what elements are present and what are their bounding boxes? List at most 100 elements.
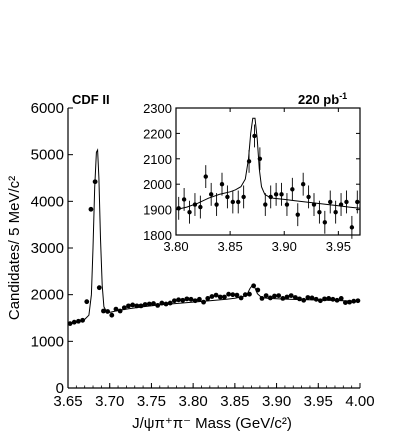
inset-data-point [355, 199, 360, 205]
inset-x-tick-label: 3.95 [326, 239, 351, 254]
inset-data-point [187, 209, 192, 215]
inset-x-tick-label: 3.85 [217, 239, 242, 254]
main-y-tick-label: 0 [56, 380, 64, 397]
main-data-point [338, 296, 344, 301]
main-data-point [309, 295, 315, 301]
inset-data-point [317, 209, 322, 215]
main-data-point [230, 292, 236, 298]
main-data-point [209, 294, 215, 299]
main-data-point [217, 294, 223, 300]
inset-data-point [284, 202, 290, 207]
main-data-point [267, 295, 273, 301]
main-x-tick-label: 3.90 [262, 393, 291, 410]
inset-data-point [230, 199, 236, 205]
main-x-tick-label: 4.00 [345, 393, 374, 410]
inset-y-ticks: 1800 1900 2000 2100 2200 2300 [143, 101, 360, 243]
main-x-tick-label: 3.85 [220, 393, 249, 410]
main-data-point [330, 296, 336, 302]
main-data-point [130, 302, 136, 308]
inset-data-point [322, 220, 328, 225]
header-right-label: 220 pb-1 [298, 91, 347, 107]
main-data-point [272, 293, 277, 299]
inset-data-point [306, 194, 311, 200]
inset-data-point [203, 174, 208, 179]
main-data-point [284, 294, 290, 300]
inset-y-tick-label: 2100 [143, 152, 172, 167]
main-data-point [213, 292, 219, 298]
main-data-point [171, 298, 177, 304]
main-data-point [205, 296, 211, 301]
main-y-tick-label: 4000 [31, 193, 64, 210]
main-y-tick-label: 2000 [31, 287, 64, 304]
inset-data-point [208, 192, 214, 197]
inset-data-point [225, 194, 230, 200]
main-data-point [88, 206, 94, 212]
main-data-point [126, 303, 131, 309]
main-data-point [276, 293, 282, 298]
inset-data-point [333, 209, 338, 215]
header-right-text: 220 pb [298, 92, 339, 107]
main-data-point [167, 300, 173, 306]
main-data-point [263, 293, 269, 298]
main-y-tick-label: 5000 [31, 147, 64, 164]
main-data-point [222, 294, 227, 300]
inset-data-point [344, 199, 349, 205]
main-data-point [226, 291, 232, 297]
main-data-point [305, 295, 311, 300]
main-data-point [292, 295, 298, 300]
inset-data-point [198, 204, 203, 210]
inset-y-tick-label: 2300 [143, 101, 172, 116]
main-data-point [343, 300, 348, 305]
inset-frame [175, 107, 361, 236]
main-x-tick-label: 3.65 [53, 393, 82, 410]
main-data-point [146, 301, 152, 307]
main-data-point [109, 312, 115, 318]
main-fit-curve [67, 148, 361, 325]
inset-fit-curve [175, 117, 361, 211]
main-x-tick-label: 3.75 [137, 393, 166, 410]
main-x-ticks: 3.65 3.70 3.75 3.80 3.85 3.90 3.95 4.00 [53, 383, 375, 410]
inset-y-tick-label: 1800 [143, 228, 172, 243]
main-data-point [184, 296, 190, 302]
inset-data-point [219, 182, 225, 187]
main-series [67, 148, 361, 326]
main-data-point [197, 296, 202, 302]
y-axis-title: Candidates/ 5 MeV/c² [6, 176, 23, 320]
inset-y-tick-label: 2200 [143, 126, 172, 141]
inset-series [175, 117, 361, 239]
header-right-superscript: -1 [339, 91, 347, 101]
main-data-point [96, 285, 102, 291]
inset-data-point [241, 194, 246, 200]
main-data-point [301, 297, 307, 303]
main-data-point [101, 308, 106, 314]
inset-data-point [214, 202, 219, 207]
inset-data-point [349, 225, 355, 230]
main-data-point [201, 299, 206, 305]
x-axis-title: J/ψπ⁺π⁻ Mass (GeV/c²) [132, 415, 292, 432]
main-x-tick-label: 3.80 [179, 393, 208, 410]
inset-x-ticks: 3.80 3.85 3.90 3.95 [163, 108, 351, 254]
inset-x-tick-label: 3.80 [163, 239, 188, 254]
main-data-point [280, 296, 286, 301]
main-data-point [142, 302, 148, 307]
main-x-tick-label: 3.70 [95, 393, 124, 410]
inset-data-point [328, 199, 333, 205]
main-data-point [288, 293, 294, 298]
inset-plot: 1800 1900 2000 2100 2200 2300 3.80 3.85 3.90 3.9… [143, 101, 361, 254]
inset-data-point [279, 192, 284, 197]
main-data-point [234, 292, 240, 298]
inset-data-point [181, 197, 187, 202]
inset-data-point [252, 133, 257, 139]
main-x-tick-label: 3.95 [304, 393, 333, 410]
header-left-label: CDF II [72, 92, 110, 107]
main-y-tick-label: 6000 [31, 100, 64, 117]
inset-data-point [273, 192, 279, 197]
main-data-point [180, 297, 186, 303]
main-data-point [151, 301, 156, 306]
main-data-point [176, 297, 181, 303]
inset-data-point [290, 187, 295, 192]
main-data-point [313, 296, 319, 302]
main-data-point [317, 298, 323, 304]
